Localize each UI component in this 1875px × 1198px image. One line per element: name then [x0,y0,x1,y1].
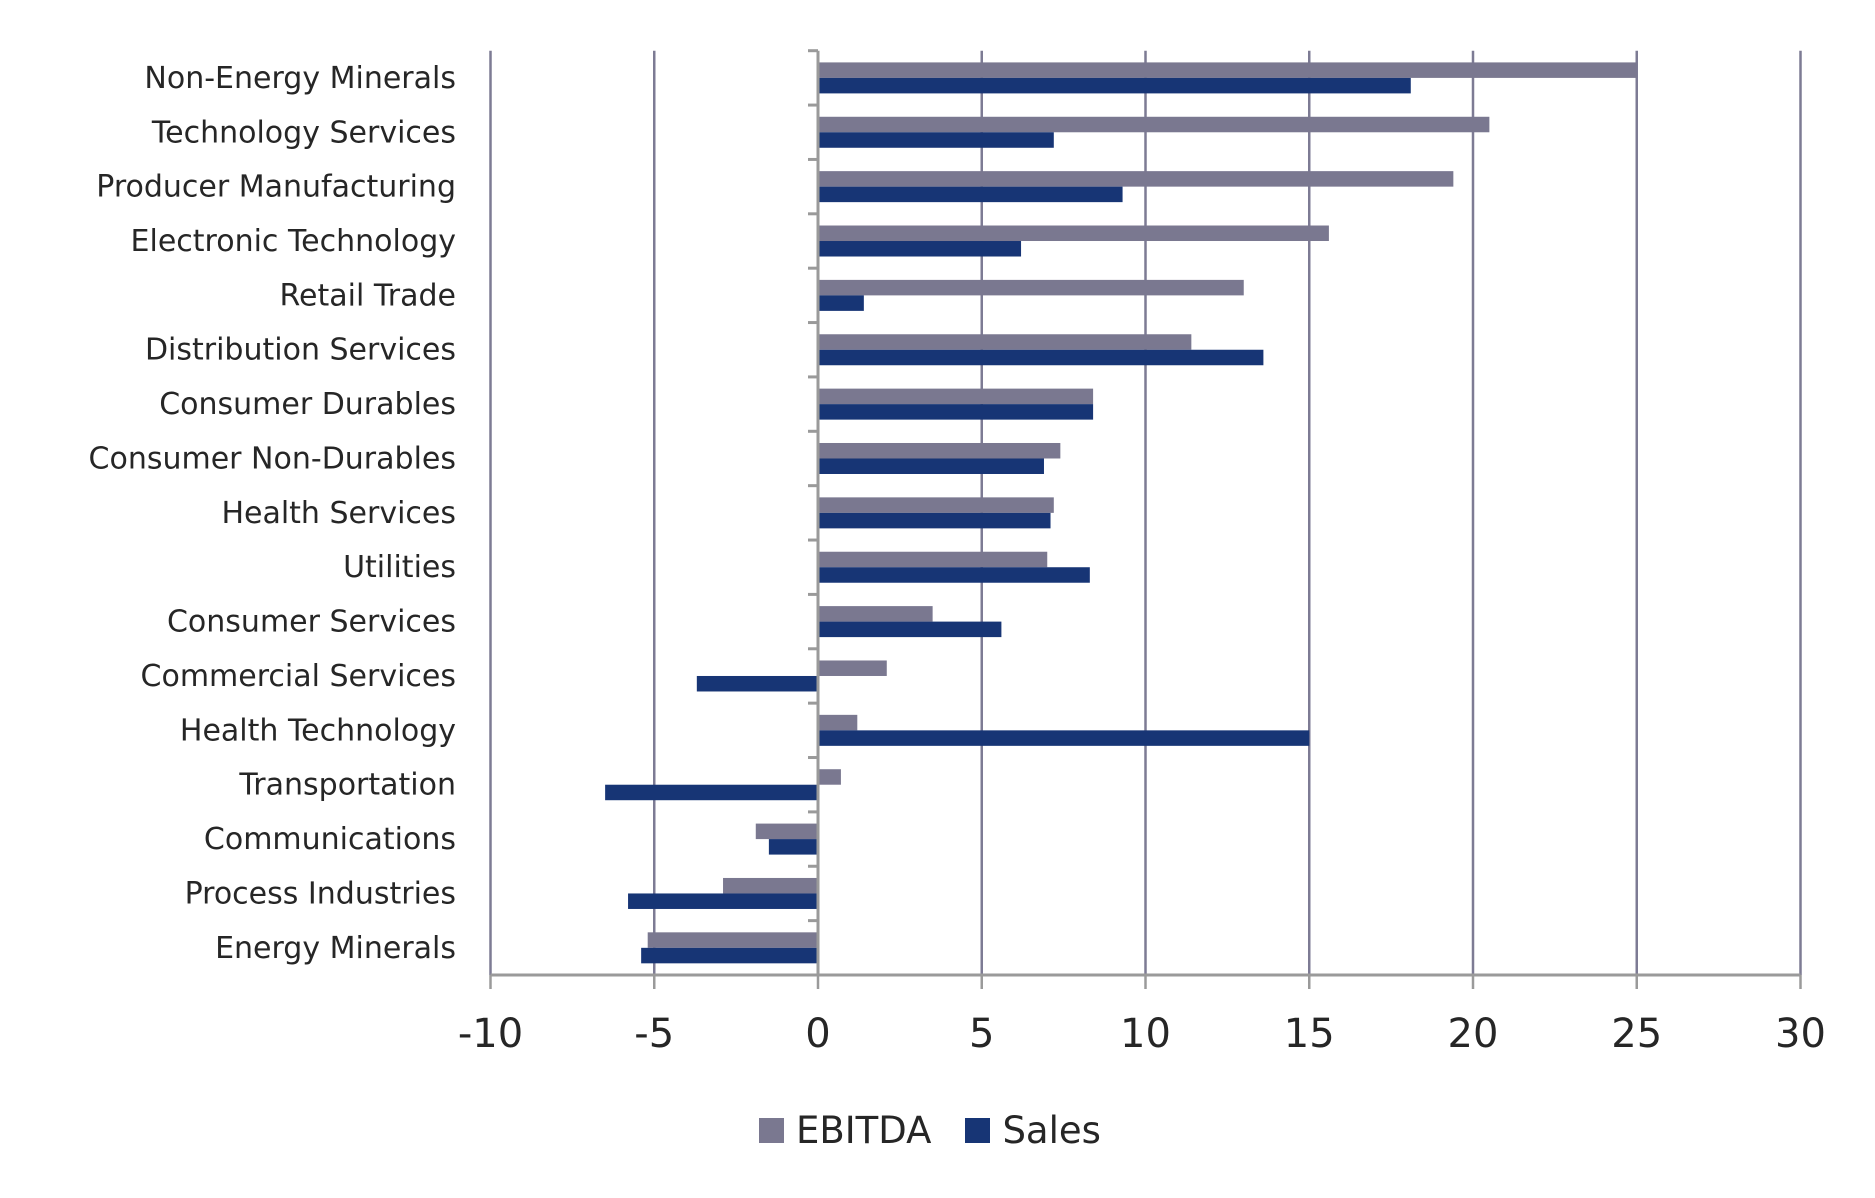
bar-sales-technology-services [818,132,1054,148]
legend: EBITDA Sales [0,1100,1875,1160]
category-label: Communications [204,822,456,857]
legend-label-sales: Sales [1002,1109,1101,1152]
bar-sales-health-services [818,512,1051,529]
bar-ebitda-transportation [818,769,841,785]
x-tick-label: 15 [1284,1011,1335,1057]
bar-ebitda-health-technology [818,714,858,731]
bar-ebitda-process-industries [723,877,818,894]
legend-item-ebitda: EBITDA [759,1112,931,1149]
category-label: Commercial Services [141,659,456,694]
bar-sales-consumer-non-durables [818,458,1044,474]
category-label: Consumer Services [167,605,456,640]
bar-sales-energy-minerals [641,947,818,964]
legend-item-sales: Sales [965,1109,1101,1152]
category-label: Retail Trade [280,278,456,313]
category-label: Health Services [221,496,456,531]
x-tick-label: 5 [969,1011,994,1057]
bar-ebitda-consumer-durables [818,388,1094,405]
bar-ebitda-technology-services [818,116,1490,133]
x-tick-label: 25 [1611,1011,1662,1057]
category-label: Energy Minerals [215,931,456,966]
bar-ebitda-energy-minerals [647,932,818,948]
category-labels: Non-Energy Minerals Technology Services Pr… [89,61,456,966]
bar-sales-electronic-technology [818,241,1022,257]
bar-ebitda-electronic-technology [818,225,1329,242]
legend-swatch-sales [965,1118,991,1143]
x-tick-label: 30 [1775,1011,1826,1057]
bar-ebitda-non-energy-minerals [818,62,1637,78]
category-label: Distribution Services [145,333,456,368]
bar-sales-producer-manufacturing [818,186,1123,203]
x-tick-label: -5 [634,1011,674,1057]
category-label: Producer Manufacturing [96,170,456,205]
bar-ebitda-health-services [818,497,1054,513]
category-label: Consumer Non-Durables [89,441,456,476]
category-label: Utilities [343,550,456,585]
bar-sales-retail-trade [818,295,864,311]
bar-sales-consumer-durables [818,404,1094,420]
bar-sales-non-energy-minerals [818,77,1411,94]
bar-sales-utilities [818,567,1090,583]
legend-swatch-ebitda [759,1118,784,1143]
x-tick-label: 10 [1120,1011,1171,1057]
legend-label-ebitda: EBITDA [796,1109,932,1152]
bar-sales-distribution-services [818,349,1264,366]
bar-sales-consumer-services [818,621,1002,638]
bar-ebitda-producer-manufacturing [818,171,1454,187]
category-label: Consumer Durables [159,387,456,422]
axes [489,49,1802,989]
bar-sales-process-industries [628,893,818,909]
category-label: Process Industries [185,876,456,911]
category-label: Electronic Technology [131,224,456,259]
bar-ebitda-communications [755,823,818,840]
bar-sales-communications [768,839,818,855]
bar-sales-commercial-services [696,675,818,692]
gridlines [489,50,1802,975]
bar-ebitda-utilities [818,551,1048,568]
bar-ebitda-consumer-services [818,606,933,622]
bar-ebitda-retail-trade [818,279,1244,296]
category-label: Health Technology [180,713,456,748]
x-tick-label: -10 [458,1011,523,1057]
x-tick-label: 20 [1448,1011,1499,1057]
category-label: Transportation [238,768,456,803]
bar-ebitda-commercial-services [818,660,887,676]
x-tick-labels: -10 -5 0 5 10 15 20 25 30 [458,1011,1826,1057]
bar-ebitda-distribution-services [818,334,1192,350]
x-tick-label: 0 [805,1011,830,1057]
category-label: Non-Energy Minerals [144,61,456,96]
bar-sales-transportation [605,784,818,801]
bars [605,62,1637,964]
bar-ebitda-consumer-non-durables [818,442,1061,459]
category-label: Technology Services [151,115,456,150]
bar-sales-health-technology [818,730,1310,746]
